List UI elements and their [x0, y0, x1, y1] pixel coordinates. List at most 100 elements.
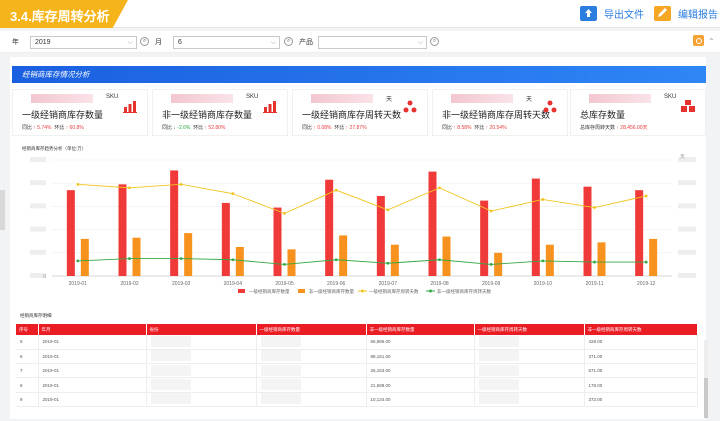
section-header: 经销商库存情况分析	[12, 66, 706, 83]
y-tick-label	[30, 249, 46, 255]
y-tick-label	[30, 203, 46, 209]
bar	[273, 207, 282, 276]
cell: 2019-01	[38, 363, 147, 379]
bar	[480, 200, 489, 276]
kpi-unit: SKU	[106, 94, 119, 100]
y2-tick-label	[678, 203, 696, 209]
line-point	[76, 259, 80, 263]
line-point	[283, 263, 286, 266]
bar	[132, 237, 141, 276]
bar-chart-icon	[123, 101, 137, 113]
kpi-name: 一级经销商库存数量	[22, 110, 104, 120]
column-header[interactable]: 非一级经销商库存数量	[366, 324, 475, 335]
sidebar-toggle-handle[interactable]	[0, 190, 5, 230]
legend-label: 一级经销商库存数量	[249, 288, 290, 295]
cell: 66,986.00	[366, 335, 475, 350]
x-tick-label: 2019-12	[637, 281, 656, 287]
bar	[376, 195, 385, 276]
product-label: 产品	[299, 39, 313, 46]
cell: 5	[16, 335, 39, 350]
kpi-name: 一级经销商库存周转天数	[302, 110, 402, 120]
line-point	[231, 192, 235, 196]
kpi-stats: 同比 ↓ -2.6% 环比 ↑ 52.80%	[162, 124, 225, 131]
kpi-unit: SKU	[246, 94, 259, 100]
cell: 8	[16, 377, 39, 393]
filter-icon[interactable]: ⌕	[284, 37, 293, 46]
table-row: 9 2019-01 10,134.00 372.00	[16, 392, 698, 407]
collapse-icon[interactable]: ⌃	[708, 37, 715, 46]
line-point	[231, 258, 235, 262]
edit-label: 编辑报告	[678, 10, 718, 21]
cell: 372.00	[584, 392, 698, 407]
stat-value: ↑ 60.8%	[65, 125, 84, 131]
cell: 2019-01	[38, 392, 147, 407]
y2-tick-label	[678, 180, 696, 186]
kpi-unit: SKU	[664, 94, 677, 100]
filter-icon[interactable]: ⌕	[430, 37, 439, 46]
page-title-tab: 3.4.库存周转分析	[0, 0, 128, 28]
line-point	[644, 260, 648, 264]
chevron-down-icon: ⌵	[270, 39, 276, 46]
column-header[interactable]: 非一级经销商库存周转天数	[584, 324, 698, 335]
column-header[interactable]: 一级经销商库存周转天数	[474, 324, 585, 335]
cell	[146, 392, 257, 407]
cell	[256, 392, 367, 407]
edit-report-button[interactable]: 编辑报告	[654, 6, 718, 21]
kpi-unit: 天	[386, 97, 393, 103]
table-title: 经销商库存明细	[20, 313, 52, 318]
cell: 2019-01	[38, 349, 147, 365]
bar	[80, 238, 89, 276]
cell	[256, 335, 367, 350]
stat-label: 同比	[162, 125, 173, 131]
x-tick-label: 2019-05	[275, 281, 294, 287]
kpi-card: SKU 一级经销商库存数量 同比 ↑ 5.74% 环比 ↑ 60.8%	[12, 89, 148, 136]
line-point	[541, 198, 545, 201]
x-tick-label: 2019-10	[534, 281, 553, 287]
line-point	[541, 259, 545, 263]
stat-label: 同比	[442, 125, 453, 131]
line-point	[386, 261, 390, 265]
redacted-cell	[150, 335, 191, 347]
stat-label: 同比	[302, 125, 313, 131]
stat-value: ↑ 8.58%	[453, 125, 472, 131]
column-header[interactable]: 序号	[16, 324, 39, 335]
cell	[474, 349, 585, 365]
search-button[interactable]	[693, 35, 704, 46]
scrollbar-thumb[interactable]	[704, 378, 708, 418]
x-tick-label: 2019-07	[379, 281, 398, 287]
bar	[494, 252, 503, 276]
series-line	[77, 183, 647, 214]
table-scrollbar[interactable]	[704, 340, 708, 418]
stat-label: 同比	[22, 125, 33, 131]
cell: 671.00	[584, 363, 698, 379]
redacted-cell	[260, 364, 301, 376]
bar	[390, 244, 399, 276]
stat-value: ↑ 27.87%	[345, 125, 367, 131]
line-point	[644, 194, 648, 198]
kpi-card: 天 一级经销商库存周转天数 同比 ↑ 0.08% 环比 ↑ 27.87%	[292, 89, 428, 136]
redacted-cell	[478, 379, 519, 391]
column-header[interactable]: 一级经销商库存数量	[256, 324, 367, 335]
kpi-card: SKU 非一级经销商库存数量 同比 ↓ -2.6% 环比 ↑ 52.80%	[152, 89, 288, 136]
cell	[146, 335, 257, 350]
filter-icon[interactable]: ⌕	[140, 37, 149, 46]
month-select[interactable]: 6 ⌵	[173, 36, 280, 49]
export-button[interactable]: 导出文件	[580, 6, 644, 21]
legend-swatch	[361, 289, 364, 293]
y-tick-label	[30, 273, 46, 278]
cell	[256, 349, 367, 365]
edit-icon	[654, 6, 671, 21]
table-row: 6 2019-01 88,161.00 371.00	[16, 349, 698, 365]
cell: 371.00	[584, 349, 698, 365]
cell: 428.00	[584, 335, 698, 350]
column-header[interactable]: 省份	[146, 324, 257, 335]
cell: 2019-01	[38, 335, 147, 350]
legend-label: 非一级经销商库存数量	[309, 288, 354, 295]
year-select[interactable]: 2019 ⌵	[30, 36, 137, 49]
x-tick-label: 2019-01	[69, 281, 88, 287]
column-header[interactable]: 年月	[38, 324, 147, 335]
line-point	[128, 257, 131, 260]
product-select[interactable]: ⌵	[318, 36, 427, 49]
stat-label: 环比	[474, 125, 485, 131]
line-point	[283, 211, 286, 215]
